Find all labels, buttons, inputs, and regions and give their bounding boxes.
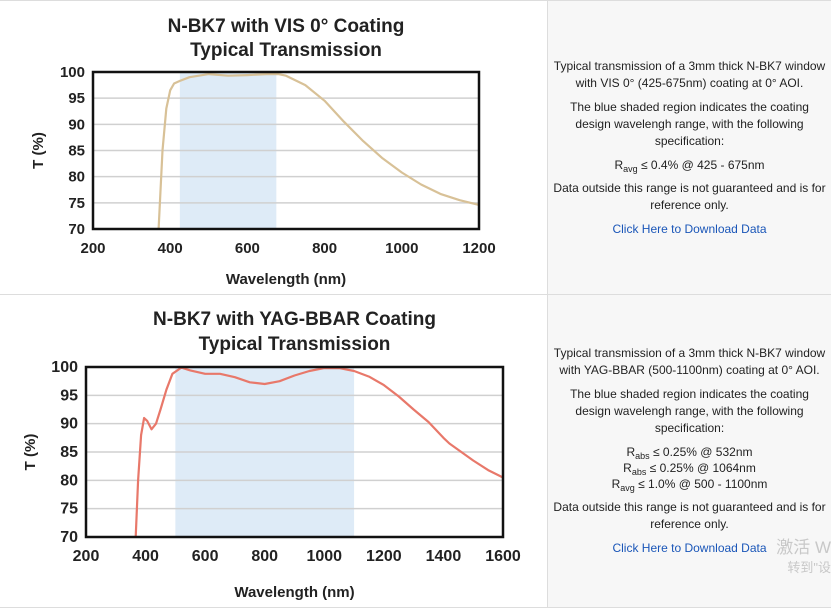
x-tick-label: 800 [312,240,337,257]
x-tick-label: 1000 [385,240,418,257]
y-tick-label: 75 [68,195,85,212]
spec-subscript: abs [631,467,647,477]
x-tick-label: 800 [251,548,278,565]
spec-value: ≤ 1.0% @ 500 - 1100nm [634,477,768,491]
spec-line: Ravg ≤ 1.0% @ 500 - 1100nm [611,476,768,493]
description-text: Typical transmission of a 3mm thick N-BK… [553,58,826,90]
row-yag-bbar-coating: N-BK7 with YAG-BBAR Coating Typical Trans… [0,294,831,608]
chart-vis-coating: N-BK7 with VIS 0° Coating Typical Transmi… [30,16,496,288]
spec-value: ≤ 0.4% @ 425 - 675nm [637,157,765,172]
transmission-curve [157,72,480,230]
y-tick-label: 80 [68,169,85,186]
description-cell: Typical transmission of a 3mm thick N-BK… [548,295,831,607]
spec-list: Ravg ≤ 0.4% @ 425 - 675nm [614,157,765,174]
description-cell: Typical transmission of a 3mm thick N-BK… [548,1,831,294]
chart-title: N-BK7 with YAG-BBAR Coating [153,309,436,330]
transmission-curve [134,366,504,538]
spec-subscript: avg [620,483,635,493]
watermark-line1: 激活 W [776,538,831,557]
y-tick-label: 85 [60,444,78,461]
chart-yag-bbar-coating: N-BK7 with YAG-BBAR Coating Typical Trans… [22,309,521,601]
plot-frame [84,365,505,539]
disclaimer-text: Data outside this range is not guarantee… [553,180,826,212]
y-tick-label: 100 [51,359,78,376]
spec-symbol: R [623,461,632,475]
y-axis-label: T (%) [30,132,47,169]
spec-line: Rabs ≤ 0.25% @ 532nm [612,444,768,461]
y-tick-label: 100 [60,64,85,81]
spec-subscript: avg [623,163,638,174]
x-axis-label: Wavelength (nm) [234,584,354,601]
y-tick-label: 95 [60,387,78,404]
x-tick-label: 600 [235,240,260,257]
plot-frame [91,70,481,231]
y-tick-label: 85 [68,143,85,160]
y-tick-label: 90 [68,116,85,133]
spec-line: Ravg ≤ 0.4% @ 425 - 675nm [614,157,765,174]
y-tick-label: 90 [60,416,78,433]
spec-subscript: abs [635,451,650,461]
watermark-line2: 转到"设 [787,560,831,575]
chart-cell: N-BK7 with YAG-BBAR Coating Typical Trans… [0,295,548,607]
chart-title: Typical Transmission [199,334,391,355]
spec-symbol: R [611,477,621,491]
x-tick-label: 600 [192,548,219,565]
y-tick-label: 80 [60,472,78,489]
x-tick-label: 1000 [306,548,342,565]
spec-value: ≤ 0.25% @ 1064nm [646,461,756,475]
y-axis-label: T (%) [22,434,39,471]
shaded-region-text: The blue shaded region indicates the coa… [570,99,809,148]
x-tick-label: 400 [132,548,159,565]
spec-symbol: R [614,157,624,172]
spec-line: Rabs ≤ 0.25% @ 1064nm [612,460,768,477]
x-tick-label: 1200 [462,240,495,257]
y-tick-label: 95 [68,90,85,107]
shaded-region-text: The blue shaded region indicates the coa… [570,387,809,435]
download-data-link[interactable]: Click Here to Download Data [612,541,767,555]
x-tick-label: 200 [73,548,100,565]
x-tick-label: 1400 [426,548,462,565]
x-tick-label: 200 [80,240,105,257]
chart-title: Typical Transmission [190,40,382,61]
y-tick-label: 75 [60,501,78,518]
row-vis-coating: N-BK7 with VIS 0° Coating Typical Transmi… [0,0,831,295]
y-tick-label: 70 [60,529,78,546]
x-tick-label: 1200 [366,548,402,565]
download-data-link[interactable]: Click Here to Download Data [612,221,767,236]
x-axis-label: Wavelength (nm) [226,271,346,288]
spec-value: ≤ 0.25% @ 532nm [649,445,753,459]
x-tick-label: 1600 [485,548,521,565]
y-tick-label: 70 [68,221,85,238]
spec-symbol: R [626,445,636,459]
spec-list: Rabs ≤ 0.25% @ 532nm Rabs ≤ 0.25% @ 1064… [611,444,768,493]
chart-title: N-BK7 with VIS 0° Coating [168,16,405,37]
description-text: Typical transmission of a 3mm thick N-BK… [553,346,826,377]
x-tick-label: 400 [158,240,183,257]
chart-cell: N-BK7 with VIS 0° Coating Typical Transmi… [0,1,548,294]
disclaimer-text: Data outside this range is not guarantee… [553,500,826,531]
